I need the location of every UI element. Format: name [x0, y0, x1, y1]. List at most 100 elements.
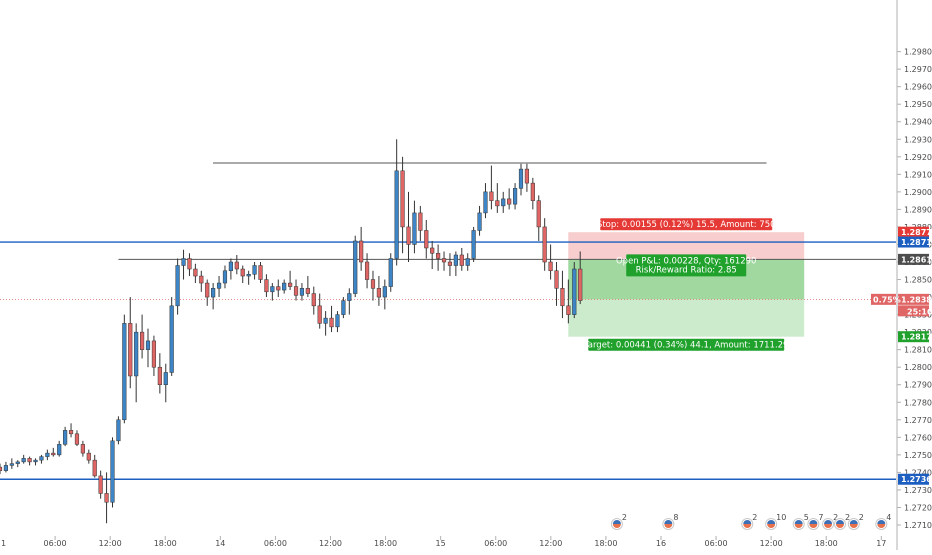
event-flag-top [824, 520, 833, 524]
candle-up [353, 240, 358, 294]
candle-down [187, 258, 192, 270]
event-count: 2 [845, 513, 850, 522]
position-labels: Stop: 0.00155 (0.12%) 15.5, Amount: 750 O… [583, 218, 788, 351]
event-flag-bottom [612, 524, 621, 528]
event-flag-top [794, 520, 803, 524]
candle-down [578, 268, 583, 301]
open-pl-label: Open P&L: 0.00228, Qty: 161290 [616, 256, 756, 266]
candle-down [436, 252, 441, 259]
candle-down [305, 288, 310, 294]
candle-up [299, 288, 305, 296]
candle-up [501, 198, 506, 207]
candle-up [465, 258, 470, 266]
candle-up [572, 268, 577, 315]
candle-down [507, 198, 512, 205]
price-tick-label: 1.29400 [904, 118, 932, 127]
time-tick-label: 15 [436, 539, 446, 548]
price-tick-label: 1.29100 [904, 170, 932, 179]
price-tag[interactable] [898, 236, 929, 248]
candle-up [169, 305, 174, 373]
stop-label: Stop: 0.00155 (0.12%) 15.5, Amount: 750 [597, 220, 776, 230]
candle-down [264, 279, 269, 293]
candle-up [412, 212, 417, 245]
event-count: 5 [804, 513, 809, 522]
candle-up [211, 288, 216, 298]
candle-down [51, 452, 56, 456]
price-tick-label: 1.28500 [904, 276, 932, 285]
time-tick-label: 17 [876, 539, 886, 548]
event-flag-bottom [794, 524, 803, 528]
candle-up [15, 461, 20, 464]
candle-up [3, 465, 9, 471]
price-tag[interactable] [898, 293, 929, 305]
price-tag[interactable] [898, 473, 929, 485]
candle-down [234, 261, 239, 270]
candle-up [45, 452, 50, 457]
price-tick-label: 1.27400 [904, 468, 932, 477]
price-tick-label: 1.29800 [904, 48, 932, 57]
candle-down [74, 433, 80, 445]
candle-down [199, 275, 204, 284]
open-pl-box [626, 254, 747, 277]
price-tick-label: 1.27700 [904, 416, 932, 425]
candle-down [524, 168, 529, 184]
price-tick-label: 1.27600 [904, 433, 932, 442]
price-tick-label: 1.29700 [904, 65, 932, 74]
candle-down [459, 254, 464, 266]
time-tick-label: 18:00 [815, 539, 838, 548]
price-tick-label: 1.27500 [904, 451, 932, 460]
countdown-label: 25:16 [907, 307, 932, 316]
candle-down [258, 265, 263, 280]
candle-up [382, 286, 387, 298]
price-tag[interactable] [898, 253, 929, 265]
price-tag-label: 1.28714 [901, 238, 932, 247]
time-tick-label: 18:00 [594, 539, 617, 548]
event-count: 4 [886, 513, 891, 522]
event-flag-top [743, 520, 752, 524]
time-tick-label: 06:00 [705, 539, 728, 548]
time-tick-label: 12:00 [319, 539, 342, 548]
price-tick-label: 1.29500 [904, 100, 932, 109]
candle-up [252, 265, 257, 275]
candle-down [364, 261, 370, 280]
candle-up [347, 293, 352, 301]
candle-up [222, 270, 228, 284]
candles [0, 139, 583, 524]
candle-up [21, 458, 26, 463]
candle-down [193, 268, 198, 277]
event-markers[interactable]: 2 8 2 10 5 7 2 2 2 4 [610, 513, 891, 530]
time-tick-label: 14 [215, 539, 225, 548]
horizontal-lines[interactable] [0, 162, 897, 480]
candle-down [560, 288, 565, 307]
time-tick-label: 18:00 [374, 539, 397, 548]
candle-up [512, 188, 518, 205]
price-axis[interactable]: 1.27100 1.27200 1.27300 1.27400 1.27500 1.276… [871, 0, 932, 550]
candle-up [9, 463, 14, 466]
event-flag-top [664, 520, 673, 524]
candle-down [317, 305, 322, 324]
candle-down [80, 444, 85, 454]
candle-up [453, 254, 458, 266]
price-tag[interactable] [898, 226, 929, 238]
target-zone[interactable] [568, 299, 805, 337]
candle-down [128, 323, 133, 377]
price-tick-label: 1.27300 [904, 486, 932, 495]
candle-up [394, 170, 399, 259]
time-axis[interactable]: 06:00 12:00 18:00 14 06:00 12:00 18:00 15 06:00 1… [1, 536, 886, 548]
candle-up [39, 456, 44, 461]
pct-badge [871, 293, 896, 305]
price-tag[interactable] [898, 331, 929, 343]
candle-up [483, 191, 488, 214]
candle-down [288, 282, 293, 287]
time-tick-label: 12:00 [760, 539, 783, 548]
candle-down [554, 270, 559, 289]
time-tick-label: 1 [1, 539, 6, 548]
event-count: 2 [752, 513, 757, 522]
price-tick-label: 1.29600 [904, 83, 932, 92]
price-tag-label: 1.28615 [901, 255, 932, 264]
position-tool[interactable] [568, 232, 805, 337]
candle-up [323, 317, 328, 324]
event-flag-top [809, 520, 818, 524]
